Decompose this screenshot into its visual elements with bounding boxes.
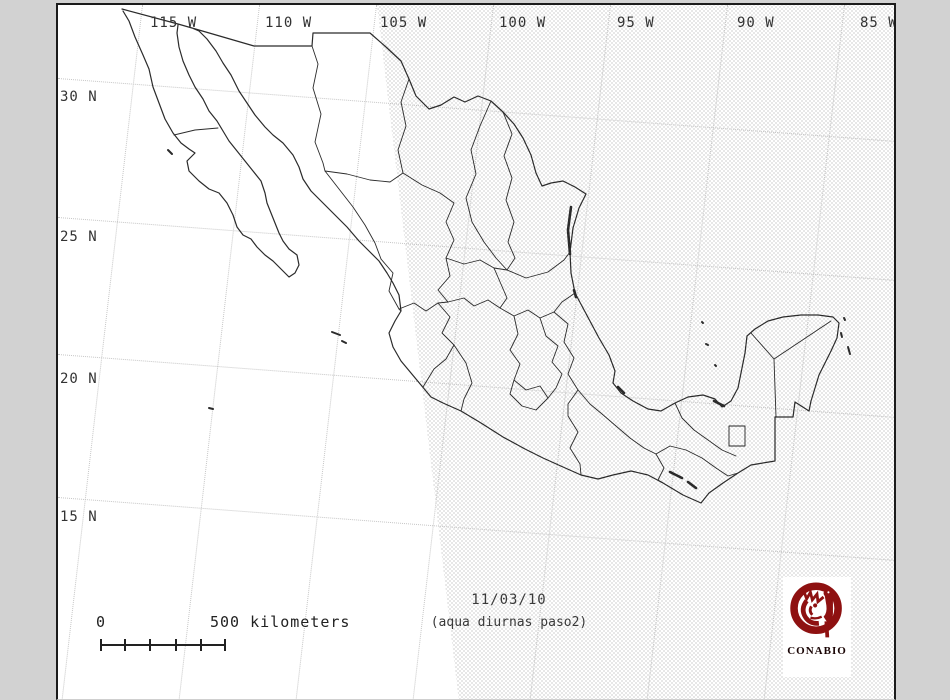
lat-label-15n: 15 N [60,509,98,525]
caption-subtitle: (aqua diurnas paso2) [430,615,588,630]
lon-label-95w: 95 W [617,15,655,31]
lat-label-25n: 25 N [60,229,98,245]
scale-tick [174,639,177,651]
map-canvas: 115 W 110 W 105 W 100 W 95 W 90 W 85 W 3… [56,3,896,700]
lon-label-85w: 85 W [860,15,896,31]
islands [167,149,851,410]
caption-date: 11/03/10 [471,592,547,608]
state-boundaries [173,45,832,484]
scale-tick [149,639,152,651]
scale-zero-label: 0 [96,613,106,631]
scale-tick [124,639,127,651]
scale-bar [100,636,226,654]
mexico-map [121,8,851,504]
scale-tick [224,639,226,651]
satellite-swath-region [377,5,894,699]
mainland-outline [121,8,840,504]
baja-peninsula-outline [122,10,300,278]
conabio-logo: CONABIO [783,577,851,677]
lon-label-105w: 105 W [380,15,428,31]
lon-label-100w: 100 W [499,15,547,31]
lat-label-20n: 20 N [60,371,98,387]
scale-tick [100,639,102,651]
lon-label-110w: 110 W [265,15,313,31]
conabio-emblem-icon [790,582,842,638]
lon-label-115w: 115 W [150,15,198,31]
coastal-lagoons [566,205,726,490]
scale-distance-label: 500 kilometers [210,613,351,631]
scale-tick [199,639,202,651]
lat-label-30n: 30 N [60,89,98,105]
conabio-logo-text: CONABIO [787,645,847,657]
scale-bar-line [100,644,226,646]
lon-label-90w: 90 W [737,15,775,31]
